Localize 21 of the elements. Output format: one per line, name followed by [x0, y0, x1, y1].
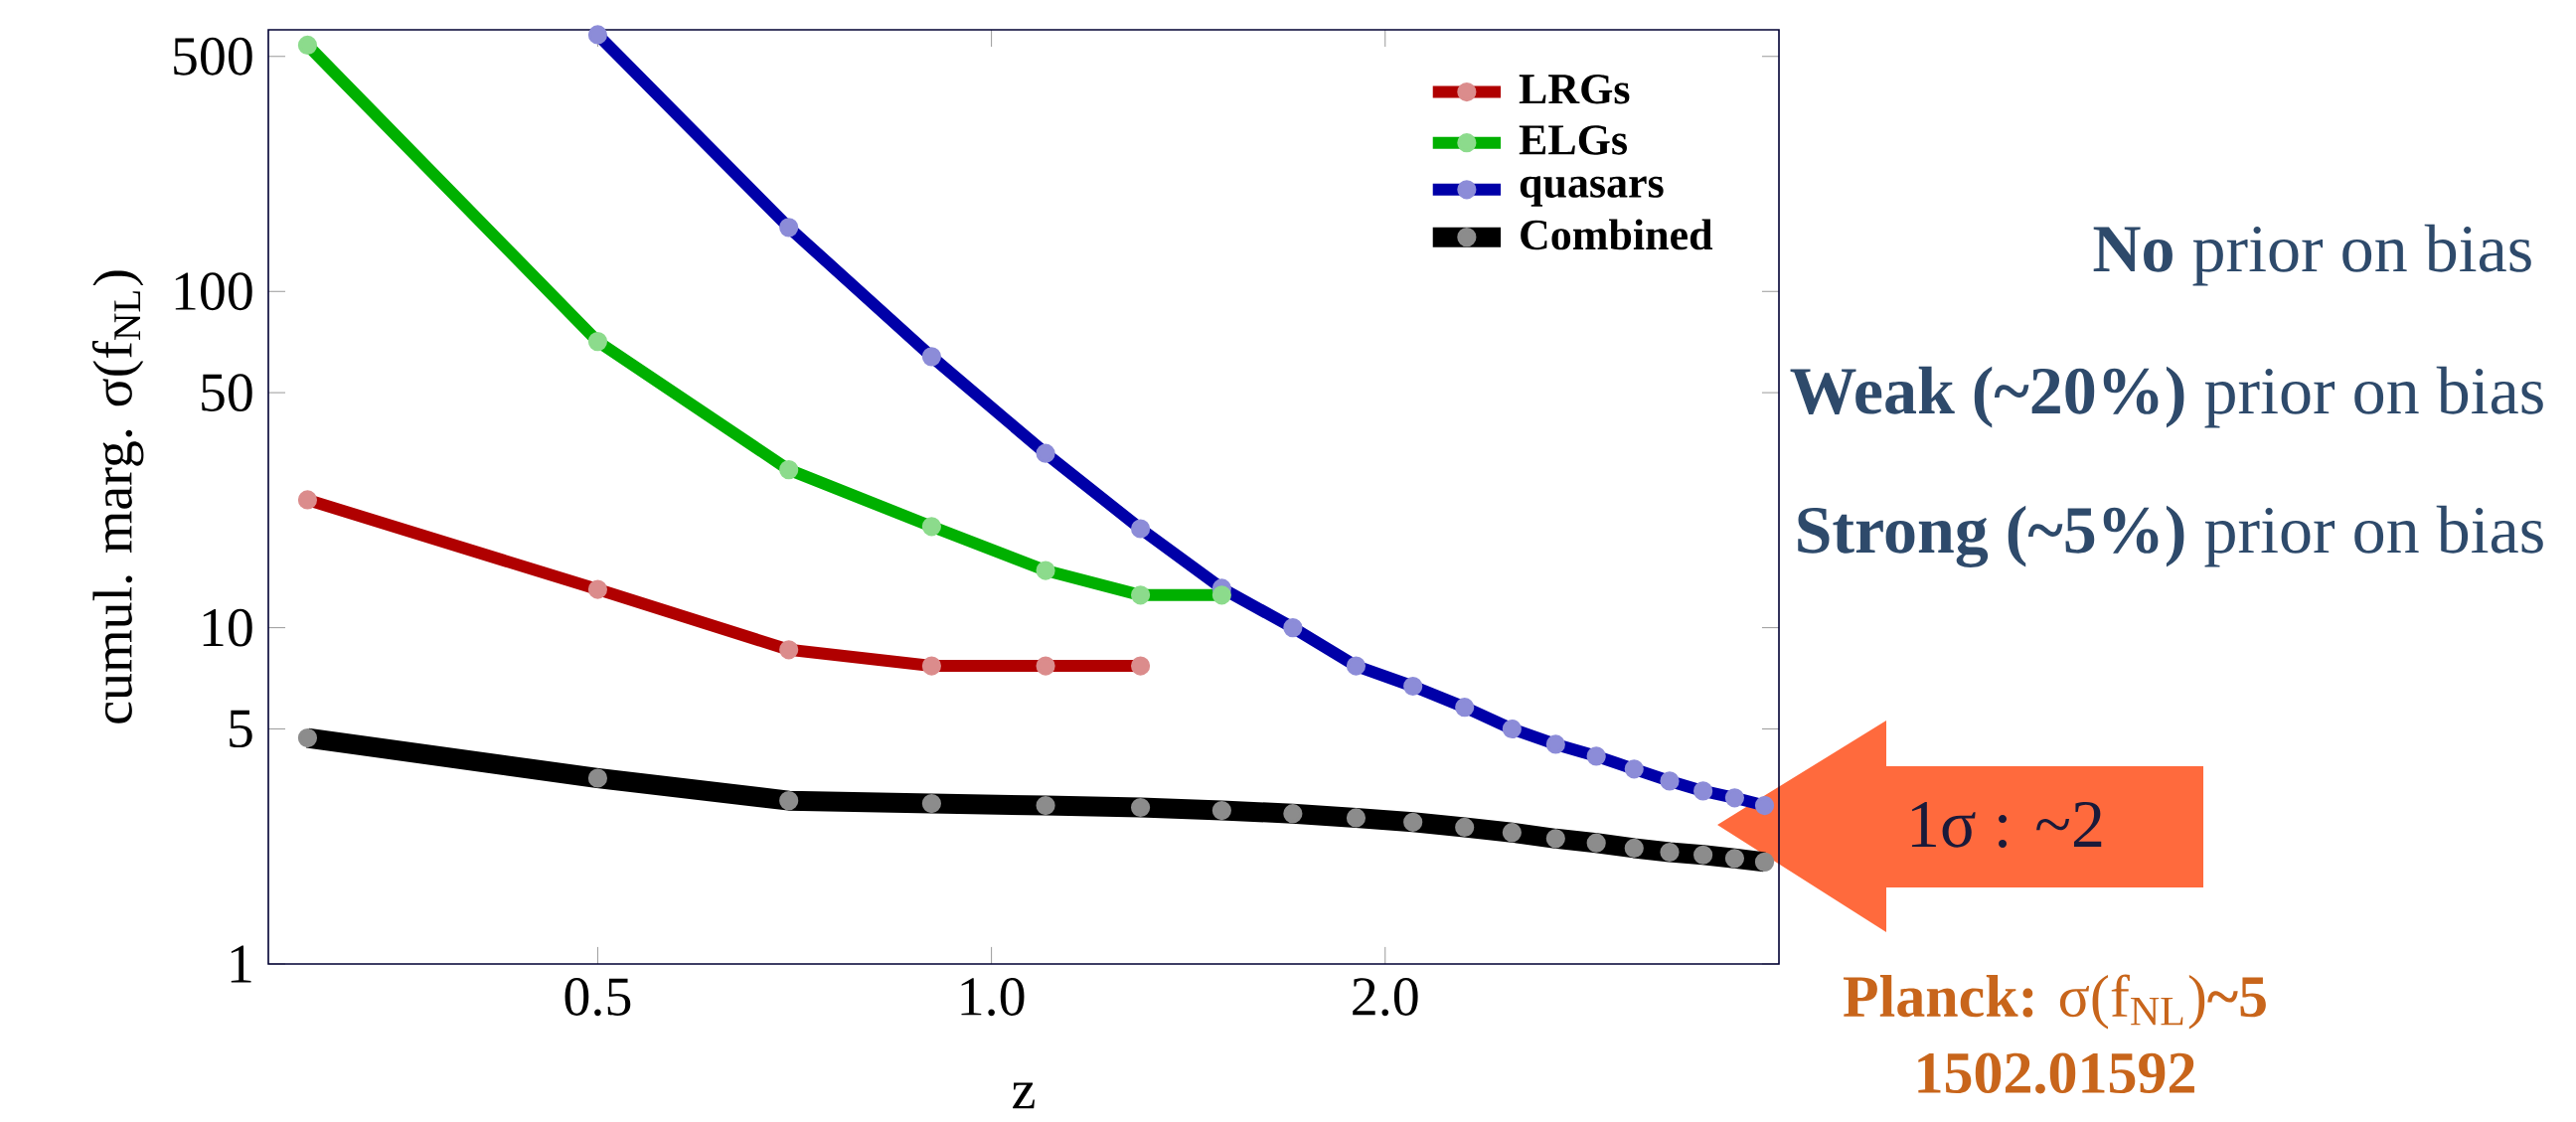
legend-label: ELGs [1519, 125, 1627, 155]
y-axis-title: cumul. marg. σ(f$_{NL}$) [91, 270, 144, 723]
text: 1502.01592 [1918, 1052, 2194, 1094]
legend-label: Combined [1521, 219, 1713, 250]
x-tick-label: 0.5 [564, 978, 631, 1017]
x-tick-label: 1.0 [961, 978, 1025, 1017]
y-tick-label: 1 [231, 945, 251, 983]
text: Planck: σ(f$_{NL}$)~5 [1843, 974, 2266, 1030]
text: Strong (~5%) prior on bias [1798, 505, 2543, 568]
x-tick-label: 2.0 [1353, 978, 1418, 1017]
y-tick-label: 500 [174, 38, 252, 76]
legend-label: quasars [1520, 176, 1664, 207]
legend-label: LRGs [1519, 75, 1630, 104]
y-tick-label: 50 [202, 374, 252, 412]
y-tick-label: 10 [203, 608, 252, 647]
text: 1σ : ~2 [1911, 802, 2102, 849]
y-tick-label: 5 [230, 711, 252, 748]
text: Weak (~20%) prior on bias [1790, 366, 2543, 428]
x-axis-title: z [1013, 1082, 1035, 1109]
y-tick-label: 100 [175, 272, 252, 311]
text: No prior on bias [2093, 224, 2531, 286]
